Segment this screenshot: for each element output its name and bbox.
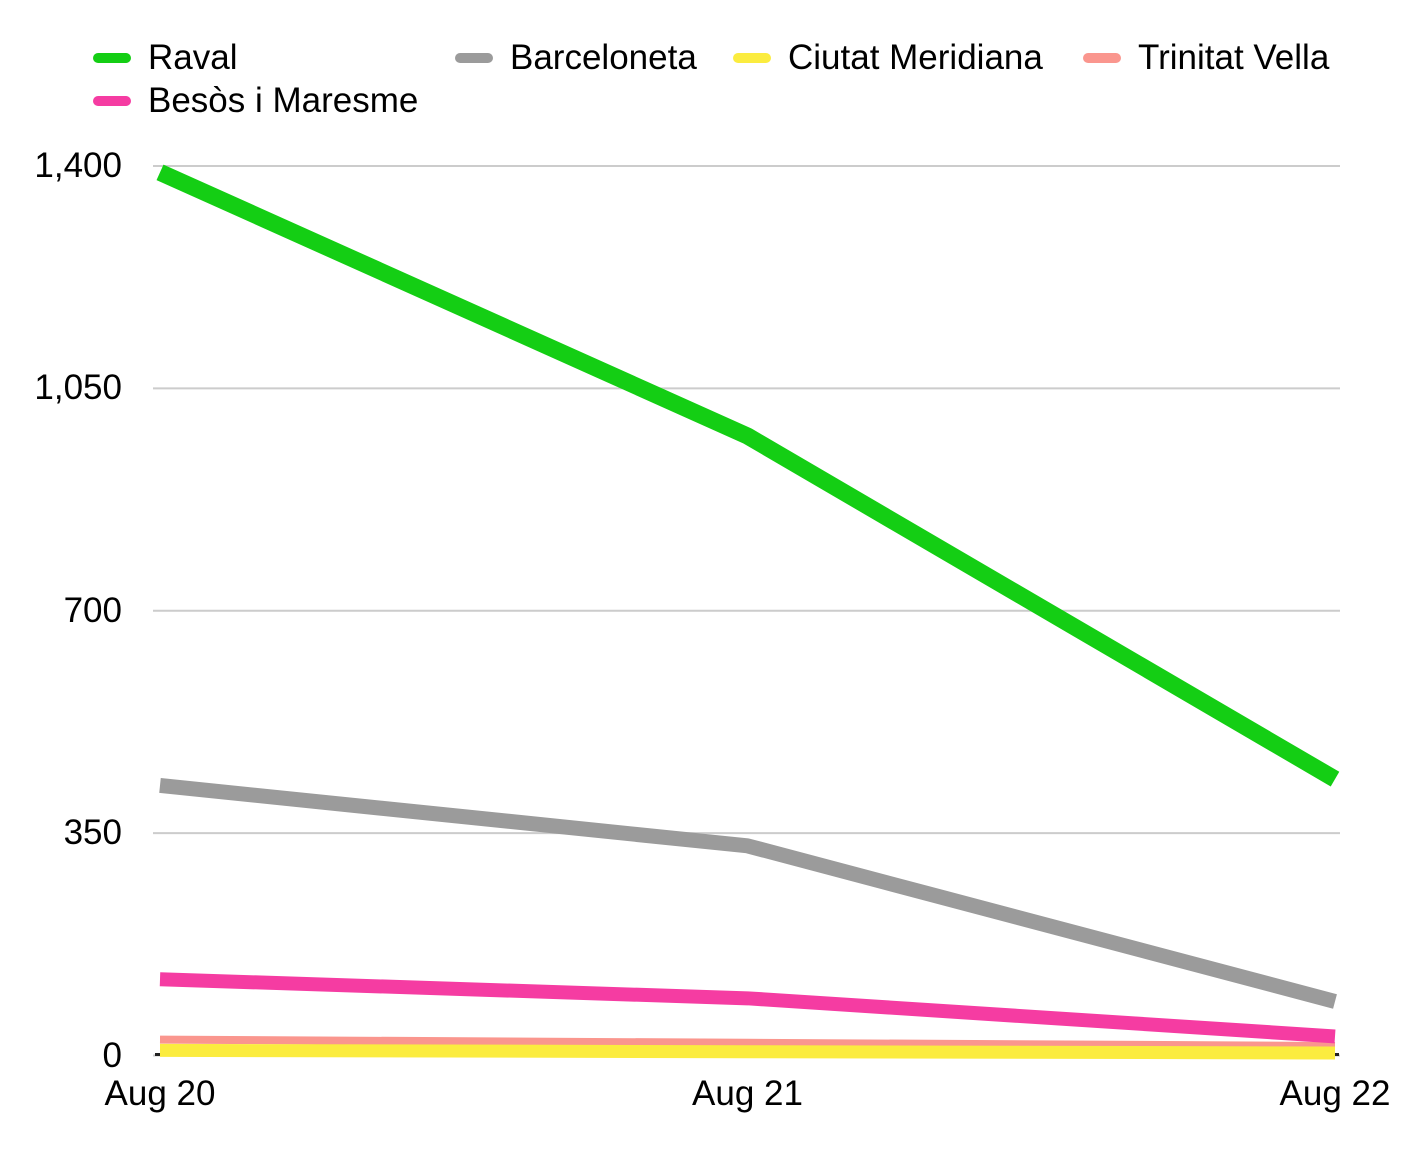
series-line-barceloneta	[159, 778, 1337, 1009]
legend-swatch-ciutat-meridiana	[733, 53, 771, 63]
legend-item-ciutat-meridiana: Ciutat Meridiana	[733, 40, 1043, 76]
legend-label: Raval	[148, 38, 238, 77]
legend-swatch-barceloneta	[455, 53, 493, 63]
y-tick-label: 0	[102, 1035, 122, 1075]
y-tick-label: 700	[63, 590, 122, 630]
y-tick-label: 1,050	[34, 368, 122, 408]
legend-item-raval: Raval	[93, 40, 237, 76]
x-tick-label: Aug 20	[104, 1074, 216, 1113]
series-line-raval	[156, 164, 1340, 787]
series-line-ciutat-meridiana	[159, 1043, 1336, 1060]
y-tick-label: 350	[63, 813, 122, 853]
legend-label: Ciutat Meridiana	[788, 38, 1043, 77]
legend-label: Barceloneta	[510, 38, 697, 77]
legend-label: Besòs i Maresme	[148, 81, 419, 120]
series-line-besos-i-maresme	[159, 972, 1336, 1044]
legend-swatch-trinitat-vella	[1083, 53, 1121, 63]
series-line-trinitat-vella	[159, 1035, 1336, 1050]
x-tick-label: Aug 22	[1279, 1074, 1391, 1113]
legend-swatch-besos-i-maresme	[93, 96, 131, 106]
x-tick-label: Aug 21	[692, 1074, 803, 1113]
legend-item-barceloneta: Barceloneta	[455, 40, 697, 76]
legend-swatch-raval	[93, 53, 131, 63]
legend-item-besos-i-maresme: Besòs i Maresme	[93, 83, 418, 119]
legend-item-trinitat-vella: Trinitat Vella	[1083, 40, 1329, 76]
legend-label: Trinitat Vella	[1138, 38, 1330, 77]
y-tick-label: 1,400	[34, 146, 122, 185]
